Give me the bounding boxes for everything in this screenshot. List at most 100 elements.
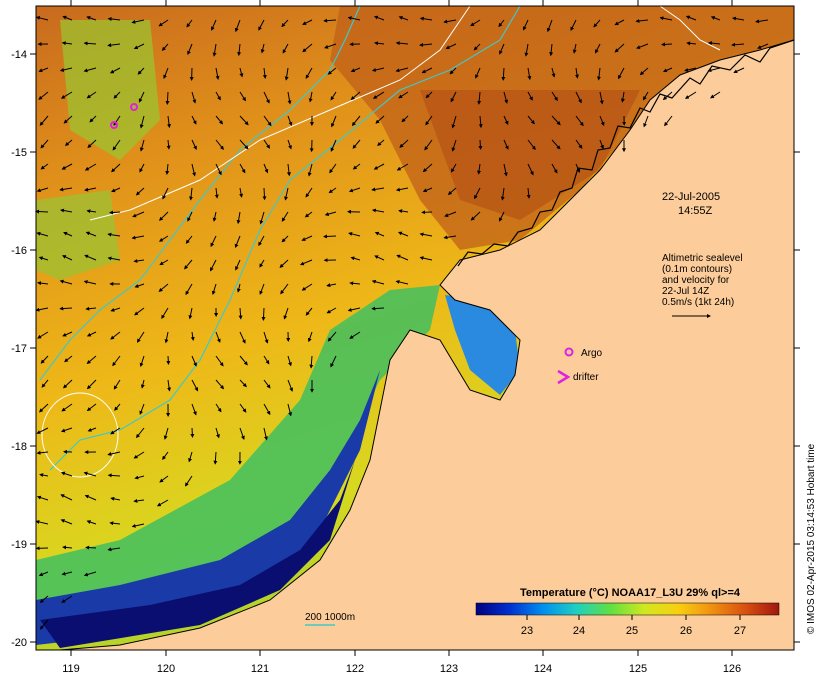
velocity-arrow	[350, 91, 361, 101]
velocity-arrow	[158, 19, 169, 27]
velocity-arrow	[83, 571, 97, 577]
velocity-arrow	[419, 256, 433, 261]
velocity-arrow	[371, 208, 385, 213]
velocity-arrow	[263, 355, 270, 365]
velocity-arrow	[85, 231, 97, 237]
velocity-arrow	[499, 211, 505, 222]
velocity-arrow	[38, 403, 49, 413]
velocity-arrow	[156, 499, 169, 507]
velocity-arrow	[305, 67, 313, 79]
velocity-arrow	[35, 209, 49, 214]
velocity-arrow	[323, 18, 337, 23]
velocity-arrow	[330, 355, 337, 368]
velocity-arrow	[551, 163, 558, 174]
velocity-arrow	[397, 231, 409, 237]
velocity-arrow	[236, 211, 241, 225]
velocity-arrow	[188, 451, 193, 463]
sealevel-eddy-contour	[41, 392, 119, 478]
velocity-arrow	[549, 43, 554, 57]
colorbar-tick-label: 25	[626, 625, 638, 637]
velocity-arrow	[258, 19, 265, 31]
velocity-arrow	[215, 427, 220, 439]
velocity-arrow	[642, 91, 649, 101]
velocity-arrow	[635, 18, 649, 23]
velocity-arrow	[639, 67, 649, 76]
velocity-arrow	[421, 67, 433, 74]
velocity-arrow	[131, 523, 145, 528]
velocity-arrow	[36, 427, 49, 434]
velocity-arrow	[286, 163, 291, 177]
velocity-arrow	[350, 256, 361, 261]
velocity-arrow	[60, 494, 73, 501]
velocity-arrow	[239, 163, 246, 174]
velocity-arrow	[107, 232, 121, 237]
velocity-arrow	[686, 41, 697, 46]
drifter-legend-icon	[557, 369, 571, 385]
velocity-arrow	[86, 16, 97, 21]
velocity-arrow	[614, 19, 625, 26]
velocity-arrow	[61, 41, 73, 46]
velocity-arrow	[239, 115, 249, 126]
velocity-arrow	[396, 163, 409, 171]
velocity-arrow	[425, 115, 433, 126]
velocity-arrow	[85, 306, 97, 311]
date-annotation: 22-Jul-2005 14:55Z	[662, 191, 720, 217]
velocity-arrow	[162, 187, 169, 200]
velocity-arrow	[599, 139, 604, 150]
velocity-arrow	[215, 403, 222, 413]
velocity-arrow	[323, 234, 337, 239]
velocity-arrow	[398, 209, 409, 214]
velocity-arrow	[238, 307, 243, 320]
velocity-arrow	[215, 115, 224, 125]
velocity-arrow	[500, 187, 505, 201]
velocity-arrow	[661, 42, 673, 47]
velocity-arrow	[374, 255, 385, 261]
velocity-arrow	[59, 279, 73, 285]
marker-legend: Argo drifter	[557, 347, 603, 385]
velocity-arrow	[158, 211, 169, 221]
velocity-arrow	[522, 19, 529, 31]
velocity-arrow	[162, 451, 169, 461]
velocity-arrow	[287, 403, 293, 417]
velocity-arrow	[684, 67, 697, 72]
colorbar-tick-label: 27	[734, 625, 746, 637]
velocity-arrow	[263, 379, 271, 389]
velocity-arrow	[527, 139, 536, 151]
x-tick-label: 124	[534, 663, 552, 675]
velocity-arrow	[158, 283, 169, 292]
colorbar-gradient	[475, 602, 780, 616]
velocity-arrow	[451, 139, 457, 152]
velocity-arrow	[372, 91, 385, 99]
velocity-arrow	[330, 91, 337, 101]
velocity-arrow	[234, 19, 241, 33]
velocity-arrow	[62, 331, 73, 337]
velocity-arrow	[259, 211, 265, 225]
velocity-arrow	[212, 43, 217, 57]
velocity-arrow	[347, 307, 361, 312]
velocity-arrow	[113, 379, 121, 390]
velocity-arrow	[347, 16, 361, 21]
velocity-arrow	[86, 331, 97, 337]
velocity-arrow	[328, 187, 337, 194]
velocity-arrow	[373, 15, 385, 21]
velocity-arrow	[399, 139, 409, 148]
velocity-arrow	[499, 43, 505, 55]
velocity-arrow	[503, 91, 509, 104]
velocity-arrow	[659, 16, 673, 21]
velocity-arrow	[63, 115, 73, 124]
velocity-arrow	[262, 67, 267, 79]
velocity-arrow	[395, 67, 409, 73]
velocity-arrow	[239, 67, 244, 78]
velocity-arrow	[191, 355, 197, 367]
velocity-arrow	[139, 163, 145, 173]
velocity-arrow	[239, 331, 246, 344]
velocity-arrow	[526, 187, 531, 199]
velocity-arrow	[59, 187, 73, 192]
velocity-arrow	[61, 595, 73, 603]
velocity-arrow	[35, 307, 49, 312]
velocity-arrow	[109, 67, 121, 74]
velocity-arrow	[593, 19, 601, 28]
velocity-arrow	[281, 19, 289, 28]
x-tick-label: 121	[251, 663, 269, 675]
